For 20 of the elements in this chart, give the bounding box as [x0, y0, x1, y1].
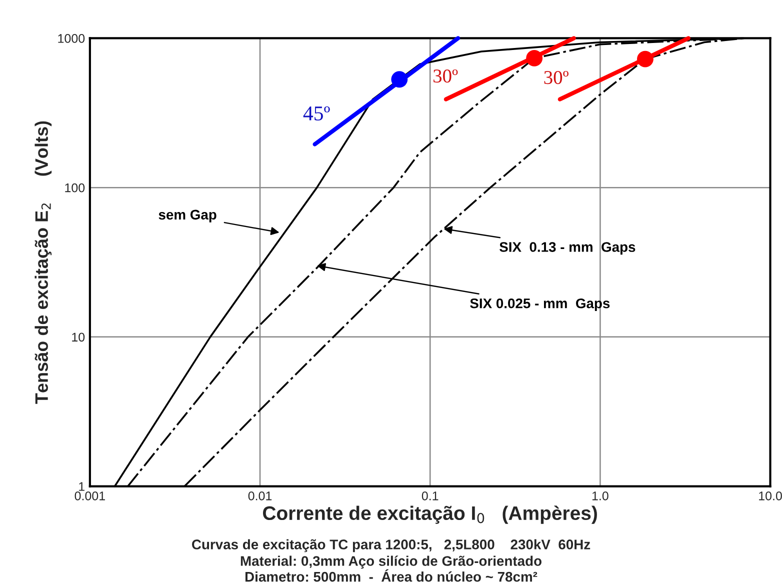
text: Corrente de excitação I$_{0}$ (Ampères) [262, 506, 597, 524]
text: Curvas de excitação TC para 1200:5, 2,5L800 230kV 60Hz [192, 539, 590, 552]
annotation: 30º [434, 69, 458, 83]
y-tick-label: 1 [79, 482, 84, 491]
annotation: 45º [303, 106, 330, 120]
annotation: SIX 0.025 - mm Gaps [470, 298, 610, 312]
text: Diametro: 500mm - Área do núcleo ~ 78cm² [245, 569, 538, 582]
annotation: 30º [544, 70, 568, 84]
x-tick-label: 0.1 [422, 491, 438, 500]
text: Material: 0,3mm Aço silício de Grão-orientado [240, 556, 542, 569]
x-tick-label: 0.001 [74, 491, 105, 500]
annotation: SIX 0.13 - mm Gaps [500, 242, 636, 255]
text: Tensão de excitação E$_{2}$ (Volts) [34, 121, 52, 404]
y-tick-label: 100 [65, 183, 85, 192]
x-tick-label: 0.01 [248, 491, 272, 500]
x-tick-label: 1.0 [592, 491, 608, 500]
x-tick-label: 10.0 [759, 491, 782, 500]
y-tick-label: 10 [72, 332, 85, 342]
y-tick-label: 1000 [58, 34, 85, 43]
annotation: sem Gap [158, 210, 216, 222]
